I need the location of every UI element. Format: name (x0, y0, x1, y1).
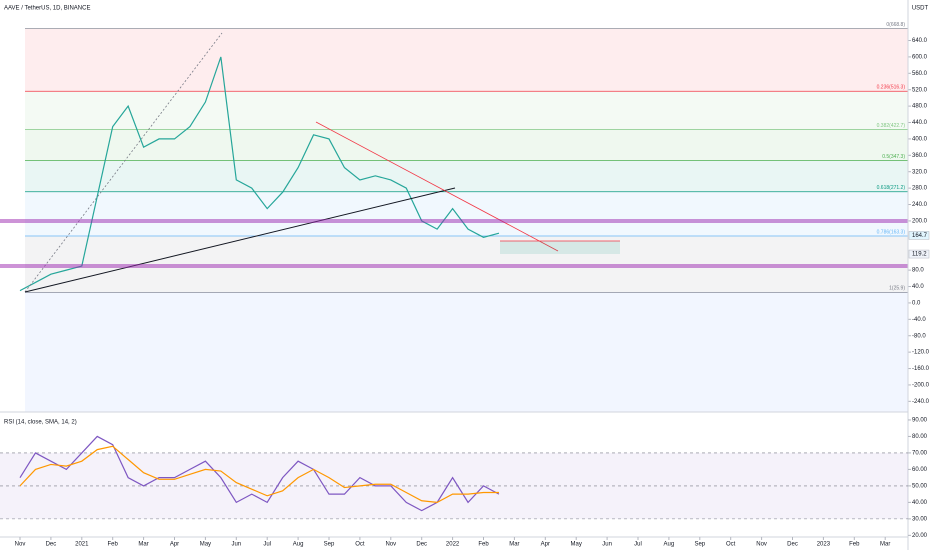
x-tick-label: Feb (849, 542, 860, 548)
x-tick-label: Dec (787, 542, 798, 548)
x-tick-label: Oct (355, 542, 365, 548)
x-tick-label: Mar (880, 542, 890, 548)
support-band (0, 264, 908, 268)
chart-title: AAVE / TetherUS, 1D, BINANCE (4, 6, 90, 12)
x-tick-label: 2022 (446, 542, 460, 548)
y-tick-label: 280.0 (912, 186, 928, 192)
fib-zones: 0(668.8) 0.236(516.3) 0.382(422.7) 0.5(347.… (25, 22, 908, 412)
x-tick-label: 2023 (817, 542, 831, 548)
y-tick-label: 240.0 (912, 202, 928, 208)
x-tick-label: Jul (634, 542, 642, 548)
y-tick-label: -120.0 (912, 350, 930, 356)
y-tick-label: 520.0 (912, 87, 928, 93)
x-tick-label: Dec (46, 542, 57, 548)
x-tick-label: Nov (385, 542, 396, 548)
y-tick-label: 480.0 (912, 104, 928, 110)
rsi-band-fill (0, 452, 908, 519)
price-line (19, 56, 500, 292)
x-tick-label: Aug (293, 542, 304, 548)
y-tick-label: 70.00 (912, 450, 928, 456)
x-tick-label: Apr (541, 542, 550, 548)
x-tick-label: Jun (231, 542, 241, 548)
x-tick-label: May (571, 542, 582, 548)
fib-zone (25, 129, 908, 161)
fib-label: 0.382(422.7) (877, 123, 906, 129)
fib-label: 0.5(347.3) (882, 154, 905, 160)
x-tick-label: Aug (664, 542, 675, 548)
y-tick-label: 60.00 (912, 467, 928, 473)
fib-zone (25, 91, 908, 130)
price-label: 119.2 (912, 252, 927, 258)
y-tick-label: 40.00 (912, 500, 928, 506)
x-tick-label: May (200, 542, 211, 548)
fib-label: 1(25.9) (889, 286, 905, 292)
y-tick-label: 0.0 (912, 301, 921, 307)
price-label: 164.7 (912, 233, 928, 239)
x-tick-label: Nov (15, 542, 26, 548)
fib-label: 0.236(516.3) (877, 85, 906, 91)
x-tick-label: Feb (108, 542, 119, 548)
y-tick-label: 400.0 (912, 136, 928, 142)
y-tick-label: 320.0 (912, 169, 928, 175)
x-tick-label: Nov (756, 542, 767, 548)
x-tick-label: Mar (138, 542, 148, 548)
y-tick-label: -80.0 (912, 333, 926, 339)
trend-line-support (24, 187, 456, 293)
fib-label: 0(668.8) (886, 22, 905, 28)
y-tick-label: 90.00 (912, 418, 928, 424)
trend-line-resistance (315, 121, 559, 252)
x-tick-label: Feb (478, 542, 489, 548)
y-tick-label: -160.0 (912, 366, 930, 372)
rsi-ma-line (19, 445, 499, 503)
x-tick-label: Sep (324, 542, 335, 548)
y-tick-label: 640.0 (912, 38, 928, 44)
indicator-title: RSI (14, close, SMA, 14, 2) (4, 420, 77, 426)
x-tick-label: Apr (170, 542, 179, 548)
y-tick-label: -240.0 (912, 399, 930, 405)
y-tick-label: 360.0 (912, 153, 928, 159)
x-tick-label: Mar (509, 542, 519, 548)
support-band (0, 219, 908, 223)
y-tick-label: 30.00 (912, 516, 928, 522)
y-tick-label: 20.00 (912, 533, 928, 539)
fib-label: 0.786(163.3) (877, 229, 906, 235)
y-tick-label: 560.0 (912, 71, 928, 77)
price-label-box (908, 231, 930, 240)
y-tick-label: -40.0 (912, 317, 926, 323)
fib-zone (25, 191, 908, 236)
x-tick-label: Oct (726, 542, 736, 548)
price-label-box (908, 249, 930, 259)
y-tick-label: 80.0 (912, 268, 924, 274)
y-tick-label: 80.00 (912, 434, 928, 440)
x-tick-label: Sep (694, 542, 705, 548)
fib-zone (25, 28, 908, 92)
rsi-pane: 90.00 80.00 70.00 60.00 50.00 40.00 30.00 20.00 (0, 418, 928, 539)
price-pane: 640.0 600.0 560.0 520.0 480.0 440.0 400.0 360.0… (19, 38, 930, 405)
fib-label: 0.618(271.2) (877, 185, 906, 191)
y-tick-label: 200.0 (912, 218, 928, 224)
y-tick-label: 440.0 (912, 120, 928, 126)
currency-label: USDT (912, 6, 929, 12)
y-tick-label: 50.00 (912, 483, 928, 489)
y-tick-label: 40.0 (912, 284, 924, 290)
y-tick-label: -200.0 (912, 383, 930, 389)
fib-zone (25, 292, 908, 412)
position-box (500, 241, 620, 254)
x-tick-label: 2021 (75, 542, 89, 548)
x-tick-label: Jun (602, 542, 612, 548)
x-tick-label: Jul (263, 542, 271, 548)
rsi-line (19, 435, 500, 512)
y-tick-label: 600.0 (912, 54, 928, 60)
x-tick-label: Dec (416, 542, 427, 548)
fib-zone (25, 160, 908, 192)
